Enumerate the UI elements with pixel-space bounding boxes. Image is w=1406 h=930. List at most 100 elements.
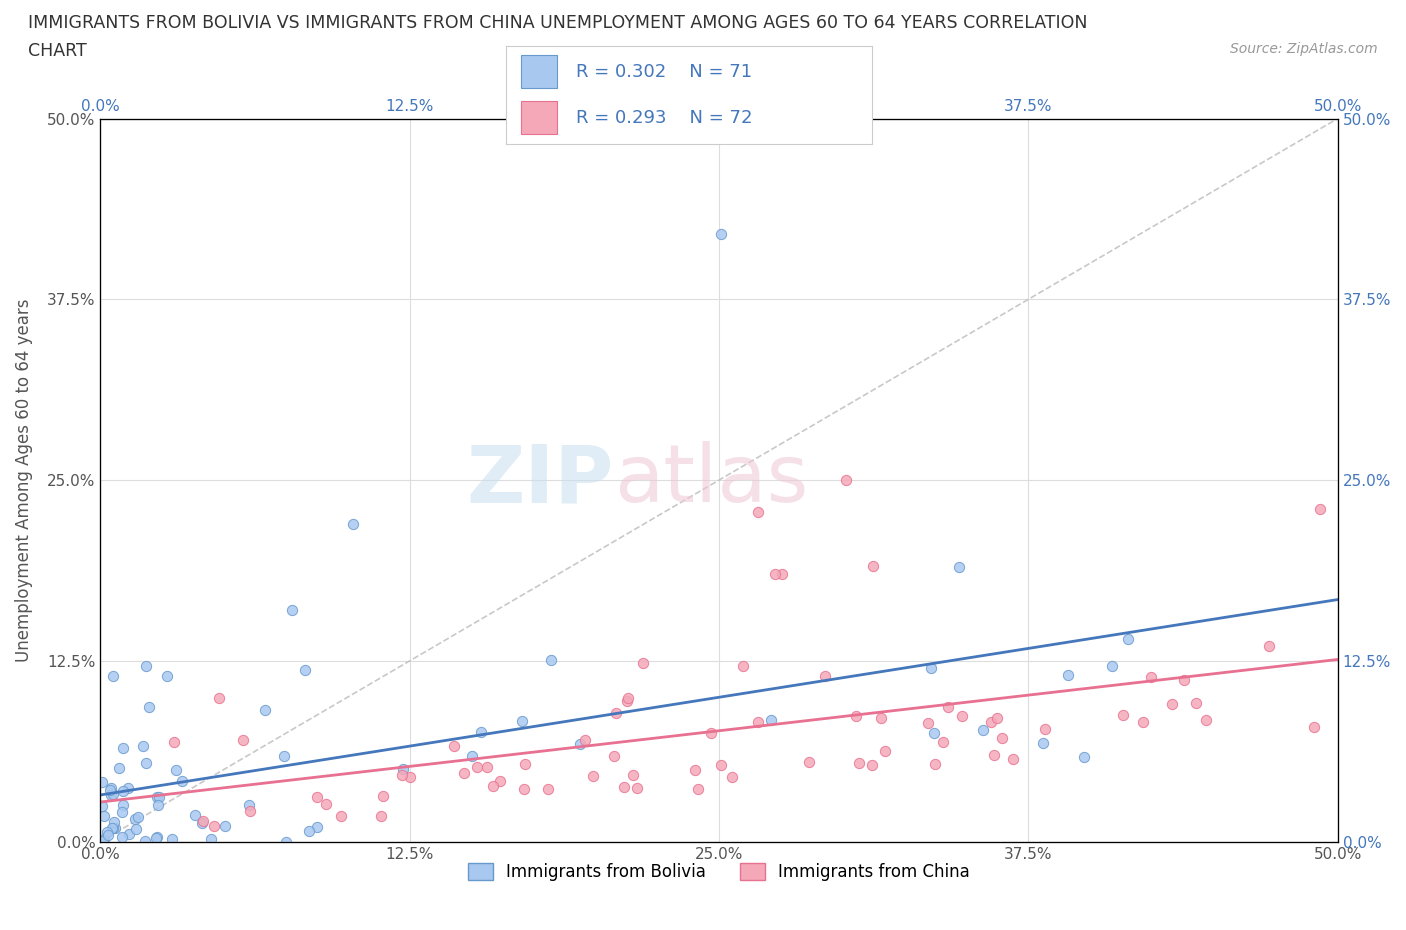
- Point: [950, 709, 973, 724]
- Text: atlas: atlas: [614, 441, 808, 519]
- Point: [582, 769, 605, 784]
- Point: [146, 798, 169, 813]
- Point: [924, 757, 946, 772]
- Point: [731, 658, 754, 673]
- Point: [626, 780, 648, 795]
- Point: [1173, 672, 1195, 687]
- Point: [273, 748, 295, 763]
- Point: [1184, 696, 1206, 711]
- Point: [145, 830, 167, 845]
- Point: [1132, 714, 1154, 729]
- Point: [117, 781, 139, 796]
- Point: [475, 760, 498, 775]
- Point: [721, 770, 744, 785]
- Point: [1257, 639, 1279, 654]
- Text: IMMIGRANTS FROM BOLIVIA VS IMMIGRANTS FROM CHINA UNEMPLOYMENT AMONG AGES 60 TO 6: IMMIGRANTS FROM BOLIVIA VS IMMIGRANTS FR…: [28, 14, 1088, 32]
- FancyBboxPatch shape: [520, 55, 557, 88]
- Point: [710, 758, 733, 773]
- Point: [110, 830, 132, 844]
- Point: [1161, 697, 1184, 711]
- Point: [617, 690, 640, 705]
- Point: [747, 715, 769, 730]
- Point: [510, 713, 533, 728]
- Legend: Immigrants from Bolivia, Immigrants from China: Immigrants from Bolivia, Immigrants from…: [461, 857, 976, 887]
- Point: [870, 711, 893, 725]
- Point: [238, 798, 260, 813]
- Point: [616, 693, 638, 708]
- Point: [1195, 712, 1218, 727]
- Point: [700, 726, 723, 741]
- Point: [537, 781, 560, 796]
- Point: [835, 472, 858, 487]
- Point: [103, 814, 125, 829]
- Point: [948, 560, 970, 575]
- Point: [860, 757, 883, 772]
- Point: [298, 824, 321, 839]
- Text: R = 0.293    N = 72: R = 0.293 N = 72: [575, 109, 752, 126]
- Point: [101, 787, 124, 802]
- Point: [145, 790, 167, 804]
- Text: Source: ZipAtlas.com: Source: ZipAtlas.com: [1230, 42, 1378, 56]
- Point: [184, 807, 207, 822]
- Point: [165, 763, 187, 777]
- Text: ZIP: ZIP: [467, 441, 614, 519]
- Point: [489, 774, 512, 789]
- Point: [513, 756, 536, 771]
- Point: [1112, 708, 1135, 723]
- Point: [214, 818, 236, 833]
- Point: [983, 748, 1005, 763]
- Point: [127, 810, 149, 825]
- Point: [710, 227, 733, 242]
- Point: [605, 706, 627, 721]
- Point: [100, 781, 122, 796]
- Point: [131, 738, 153, 753]
- Point: [138, 699, 160, 714]
- Point: [1057, 668, 1080, 683]
- Point: [101, 820, 124, 835]
- Point: [621, 768, 644, 783]
- Point: [342, 516, 364, 531]
- Point: [1309, 502, 1331, 517]
- Point: [281, 603, 304, 618]
- Point: [772, 566, 794, 581]
- Point: [461, 748, 484, 763]
- Point: [134, 833, 156, 848]
- Point: [160, 831, 183, 846]
- Point: [232, 732, 254, 747]
- Point: [936, 699, 959, 714]
- Point: [98, 782, 121, 797]
- Point: [97, 828, 120, 843]
- Point: [254, 703, 277, 718]
- Point: [453, 766, 475, 781]
- Point: [371, 789, 394, 804]
- Point: [747, 505, 769, 520]
- Point: [875, 743, 897, 758]
- Point: [208, 691, 231, 706]
- Point: [111, 804, 134, 819]
- Point: [101, 669, 124, 684]
- FancyBboxPatch shape: [520, 101, 557, 135]
- Point: [170, 773, 193, 788]
- Point: [91, 833, 114, 848]
- Point: [482, 779, 505, 794]
- Point: [100, 787, 122, 802]
- Point: [574, 732, 596, 747]
- Point: [917, 715, 939, 730]
- Point: [370, 809, 392, 824]
- Point: [1302, 720, 1324, 735]
- Point: [862, 559, 884, 574]
- Point: [399, 770, 422, 785]
- Point: [104, 821, 127, 836]
- Point: [163, 735, 186, 750]
- Point: [848, 756, 870, 771]
- Point: [156, 669, 179, 684]
- Point: [761, 712, 783, 727]
- Point: [1116, 631, 1139, 646]
- Point: [93, 831, 115, 846]
- Point: [465, 759, 488, 774]
- Point: [922, 725, 945, 740]
- Point: [202, 818, 225, 833]
- Point: [986, 711, 1008, 725]
- Point: [107, 760, 129, 775]
- Point: [90, 799, 112, 814]
